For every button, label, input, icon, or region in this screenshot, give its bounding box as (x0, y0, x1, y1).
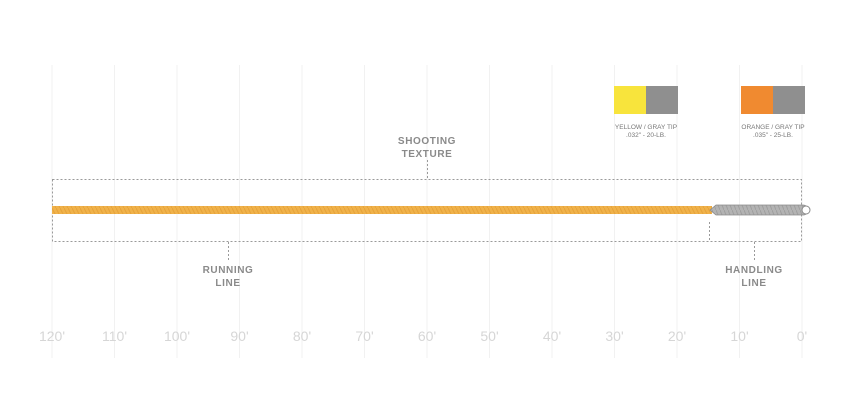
scale-label: 80' (293, 328, 311, 344)
scale-label: 30' (605, 328, 623, 344)
scale-label: 60' (418, 328, 436, 344)
scale-label: 20' (668, 328, 686, 344)
swatch-spec: .035" - 25-LB. (753, 132, 793, 139)
swatch-name: YELLOW / GRAY TIP (615, 124, 677, 131)
swatch-name: ORANGE / GRAY TIP (741, 124, 804, 131)
callout-label: LINE (215, 278, 240, 289)
callout-label: TEXTURE (402, 149, 453, 160)
callout-label: HANDLING (725, 265, 783, 276)
handling-tip (709, 204, 809, 216)
scale-label: 40' (543, 328, 561, 344)
swatch-spec: .032" - 20-LB. (626, 132, 666, 139)
callout-label: LINE (741, 278, 766, 289)
running-line (52, 206, 712, 214)
scale-label: 100' (164, 328, 190, 344)
callout-label: RUNNING (203, 265, 254, 276)
scale-label: 10' (730, 328, 748, 344)
loop (801, 205, 811, 215)
swatch-orange (741, 86, 773, 114)
scale-label: 120' (39, 328, 65, 344)
swatch-gray (646, 86, 678, 114)
scale-label: 90' (230, 328, 248, 344)
swatch-yellow (614, 86, 646, 114)
callout-label: SHOOTING (398, 136, 456, 147)
scale-label: 110' (102, 328, 127, 344)
scale-label: 50' (480, 328, 498, 344)
scale-label: 70' (355, 328, 373, 344)
swatch-gray (773, 86, 805, 114)
scale-label: 0' (797, 328, 807, 344)
